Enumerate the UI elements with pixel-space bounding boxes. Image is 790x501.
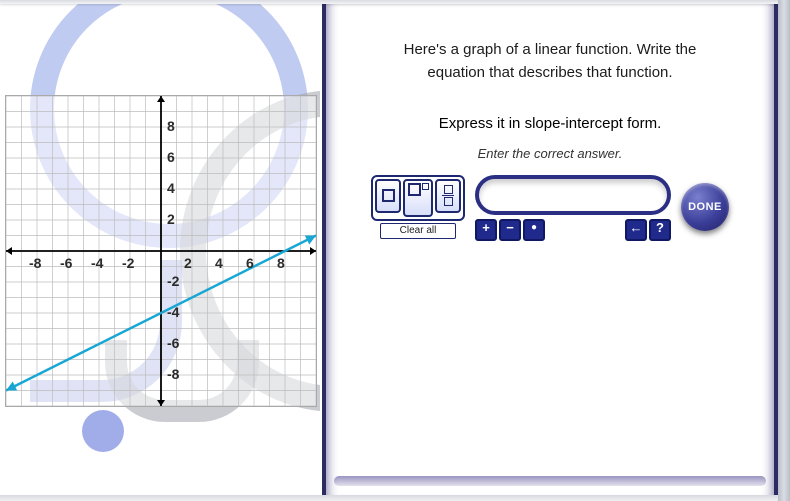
axis-tick-label: 2 bbox=[184, 255, 192, 271]
prompt-text: Here's a graph of a linear function. Wri… bbox=[366, 38, 734, 85]
axis-tick-label: -6 bbox=[60, 255, 72, 271]
palette-box-button[interactable] bbox=[375, 179, 401, 213]
palette-superscript-button[interactable] bbox=[403, 179, 433, 217]
answer-box-wrap: + − ● ← ? bbox=[475, 175, 671, 241]
palette-fraction-button[interactable] bbox=[435, 179, 461, 213]
template-palette: Clear all bbox=[371, 175, 465, 239]
input-row: Clear all + − ● ← ? DONE bbox=[326, 175, 774, 241]
left-pane: -8 -6 -4 -2 2 4 6 8 8 6 4 2 -2 -4 -6 -8 bbox=[0, 0, 320, 501]
axis-tick-label: 2 bbox=[167, 211, 175, 227]
palette-top bbox=[371, 175, 465, 221]
prompt-hint: Enter the correct answer. bbox=[326, 146, 774, 161]
clear-all-button[interactable]: Clear all bbox=[380, 223, 456, 239]
axis-tick-label: 8 bbox=[167, 118, 175, 134]
minus-button[interactable]: − bbox=[499, 219, 521, 241]
axis-tick-label: -4 bbox=[91, 255, 103, 271]
page-root: { "prompt": { "line1": "Here's a graph o… bbox=[0, 0, 790, 501]
axis-tick-label: 4 bbox=[215, 255, 223, 271]
decor-dot-blue bbox=[82, 410, 124, 452]
dot-button[interactable]: ● bbox=[523, 219, 545, 241]
axis-tick-label: 8 bbox=[277, 255, 285, 271]
axis-tick-label: -8 bbox=[167, 366, 179, 382]
prompt-line2: equation that describes that function. bbox=[427, 64, 672, 81]
plus-button[interactable]: + bbox=[475, 219, 497, 241]
answer-tool-row: + − ● ← ? bbox=[475, 219, 671, 241]
axis-tick-label: -2 bbox=[167, 273, 179, 289]
graph: -8 -6 -4 -2 2 4 6 8 8 6 4 2 -2 -4 -6 -8 bbox=[5, 95, 317, 407]
axis-tick-label: -6 bbox=[167, 335, 179, 351]
right-edge bbox=[778, 0, 790, 501]
done-button[interactable]: DONE bbox=[681, 183, 729, 231]
help-button[interactable]: ? bbox=[649, 219, 671, 241]
axis-tick-label: -8 bbox=[29, 255, 41, 271]
axis-tick-label: -2 bbox=[122, 255, 134, 271]
graph-svg bbox=[6, 96, 316, 406]
bottom-edge bbox=[0, 495, 790, 501]
axis-tick-label: -4 bbox=[167, 304, 179, 320]
axis-tick-label: 4 bbox=[167, 180, 175, 196]
answer-input[interactable] bbox=[475, 175, 671, 215]
axis-tick-label: 6 bbox=[246, 255, 254, 271]
prompt-line1: Here's a graph of a linear function. Wri… bbox=[404, 41, 697, 58]
prompt-line3: Express it in slope-intercept form. bbox=[326, 115, 774, 132]
top-edge bbox=[0, 0, 790, 4]
axis-tick-label: 6 bbox=[167, 149, 175, 165]
back-button[interactable]: ← bbox=[625, 219, 647, 241]
question-panel: Here's a graph of a linear function. Wri… bbox=[322, 0, 778, 501]
